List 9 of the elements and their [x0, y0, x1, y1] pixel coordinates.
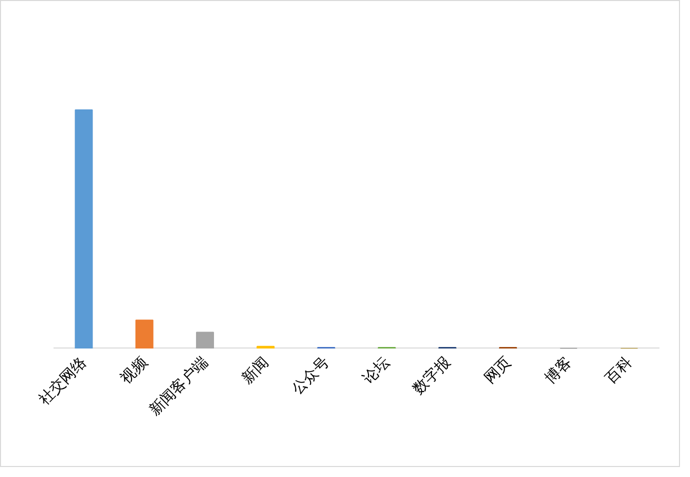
- x-tick-label: 百科: [602, 353, 636, 388]
- x-tick-label: 新闻: [238, 353, 272, 388]
- x-tick-label: 网页: [480, 353, 514, 388]
- x-tick-label: 博客: [541, 353, 575, 388]
- x-tick-label: 视频: [116, 353, 151, 388]
- x-tick-label: 论坛: [359, 353, 394, 388]
- x-tick-label: 数字报: [409, 353, 454, 398]
- x-tick-label: 社交网络: [35, 353, 90, 408]
- x-tick-label: 公众号: [288, 353, 333, 398]
